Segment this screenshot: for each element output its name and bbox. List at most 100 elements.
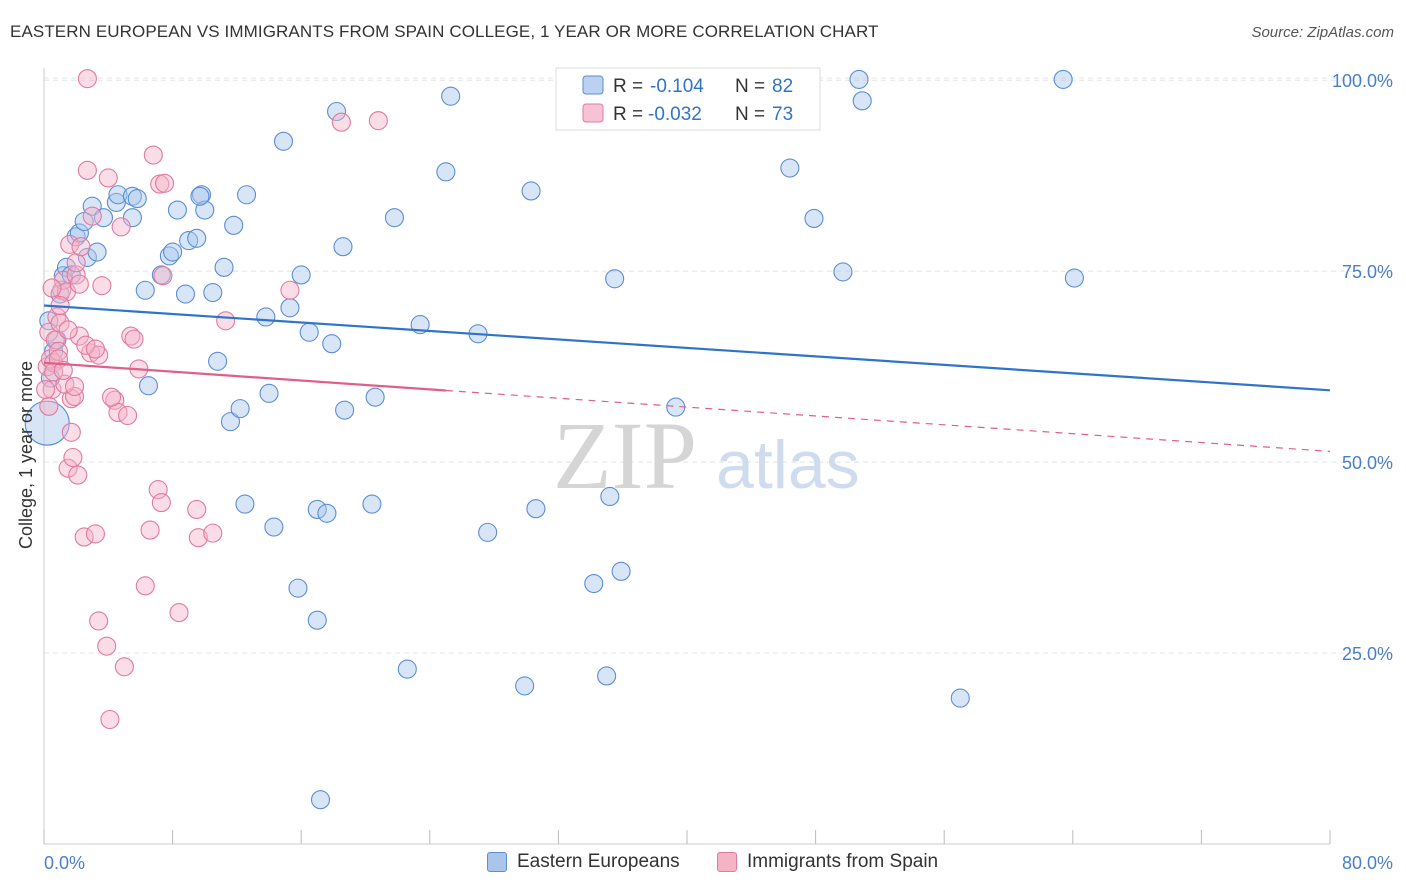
data-point-blue[interactable] bbox=[1064, 268, 1084, 288]
data-point-blue[interactable] bbox=[852, 91, 872, 111]
data-point-blue[interactable] bbox=[335, 400, 355, 420]
data-point-blue[interactable] bbox=[288, 578, 308, 598]
data-point-blue[interactable] bbox=[333, 237, 353, 257]
data-point-pink[interactable] bbox=[85, 339, 105, 359]
data-point-pink[interactable] bbox=[111, 217, 131, 237]
data-point-pink[interactable] bbox=[105, 390, 125, 410]
data-point-pink[interactable] bbox=[114, 657, 134, 677]
data-point-blue[interactable] bbox=[478, 522, 498, 542]
data-point-pink[interactable] bbox=[368, 111, 388, 131]
data-point-pink[interactable] bbox=[42, 278, 62, 298]
data-point-pink[interactable] bbox=[77, 160, 97, 180]
data-point-pink[interactable] bbox=[216, 311, 236, 331]
data-point-pink[interactable] bbox=[98, 168, 118, 188]
data-point-blue[interactable] bbox=[259, 383, 279, 403]
data-point-blue[interactable] bbox=[66, 227, 86, 247]
data-point-blue[interactable] bbox=[322, 334, 342, 354]
data-point-blue[interactable] bbox=[190, 186, 210, 206]
data-point-pink[interactable] bbox=[47, 307, 67, 327]
data-point-blue[interactable] bbox=[780, 158, 800, 178]
data-point-blue[interactable] bbox=[584, 573, 604, 594]
data-point-pink[interactable] bbox=[71, 237, 91, 257]
data-point-blue[interactable] bbox=[208, 351, 228, 371]
data-point-blue[interactable] bbox=[122, 186, 142, 206]
data-point-blue[interactable] bbox=[203, 282, 223, 303]
data-point-blue[interactable] bbox=[175, 284, 196, 304]
data-point-pink[interactable] bbox=[60, 234, 80, 254]
data-point-pink[interactable] bbox=[153, 266, 173, 286]
data-point-blue[interactable] bbox=[327, 101, 347, 122]
data-point-blue[interactable] bbox=[179, 231, 199, 251]
data-point-blue[interactable] bbox=[187, 228, 207, 248]
data-point-blue[interactable] bbox=[256, 307, 276, 327]
data-point-pink[interactable] bbox=[203, 523, 223, 543]
data-point-pink[interactable] bbox=[331, 112, 351, 132]
data-point-blue[interactable] bbox=[127, 189, 147, 209]
data-point-pink[interactable] bbox=[121, 326, 141, 346]
data-point-blue[interactable] bbox=[804, 208, 824, 228]
data-point-pink[interactable] bbox=[39, 396, 59, 416]
data-point-blue[interactable] bbox=[597, 666, 617, 686]
data-point-blue[interactable] bbox=[521, 181, 541, 201]
data-point-blue[interactable] bbox=[77, 247, 97, 267]
data-point-pink[interactable] bbox=[155, 173, 175, 193]
data-point-blue[interactable] bbox=[280, 298, 300, 318]
data-point-pink[interactable] bbox=[100, 709, 120, 730]
data-point-pink[interactable] bbox=[169, 603, 189, 623]
data-point-blue[interactable] bbox=[230, 399, 250, 419]
data-point-blue[interactable] bbox=[397, 659, 417, 679]
data-point-pink[interactable] bbox=[140, 520, 160, 540]
data-point-pink[interactable] bbox=[64, 376, 85, 397]
legend-item-immigrants-from-spain[interactable]: Immigrants from Spain bbox=[717, 851, 938, 873]
data-point-blue[interactable] bbox=[611, 561, 631, 581]
data-point-blue[interactable] bbox=[605, 269, 625, 289]
data-point-blue[interactable] bbox=[317, 503, 337, 523]
data-point-pink[interactable] bbox=[89, 611, 109, 631]
data-point-pink[interactable] bbox=[151, 493, 171, 513]
data-point-pink[interactable] bbox=[280, 280, 300, 300]
data-point-blue[interactable] bbox=[291, 265, 311, 285]
data-point-pink[interactable] bbox=[77, 69, 97, 89]
data-point-pink[interactable] bbox=[89, 345, 109, 365]
legend-item-eastern-europeans[interactable]: Eastern Europeans bbox=[487, 851, 680, 873]
data-point-blue[interactable] bbox=[515, 676, 535, 696]
data-point-pink[interactable] bbox=[53, 360, 73, 380]
data-point-pink[interactable] bbox=[69, 274, 89, 294]
data-point-blue[interactable] bbox=[1053, 69, 1073, 89]
data-point-blue[interactable] bbox=[307, 499, 327, 520]
data-point-pink[interactable] bbox=[58, 320, 78, 340]
data-point-pink[interactable] bbox=[61, 422, 81, 442]
data-point-blue[interactable] bbox=[235, 494, 255, 514]
data-point-blue[interactable] bbox=[214, 257, 234, 277]
data-point-pink[interactable] bbox=[76, 335, 96, 355]
data-point-pink[interactable] bbox=[66, 253, 86, 273]
data-point-pink[interactable] bbox=[97, 636, 117, 656]
data-point-pink[interactable] bbox=[85, 524, 105, 544]
data-point-blue[interactable] bbox=[833, 262, 853, 282]
data-point-blue[interactable] bbox=[600, 486, 620, 507]
data-point-blue[interactable] bbox=[236, 185, 257, 205]
data-point-blue[interactable] bbox=[384, 208, 404, 228]
data-point-blue[interactable] bbox=[307, 610, 327, 630]
data-point-blue[interactable] bbox=[87, 242, 107, 262]
data-point-blue[interactable] bbox=[950, 688, 970, 708]
data-point-blue[interactable] bbox=[365, 387, 385, 407]
data-point-blue[interactable] bbox=[151, 265, 171, 285]
data-point-blue[interactable] bbox=[138, 376, 159, 396]
data-point-blue[interactable] bbox=[436, 162, 456, 182]
data-point-pink[interactable] bbox=[135, 576, 155, 596]
data-point-pink[interactable] bbox=[187, 499, 207, 520]
data-point-pink[interactable] bbox=[48, 341, 69, 361]
data-point-blue[interactable] bbox=[362, 494, 382, 514]
data-point-blue[interactable] bbox=[82, 196, 102, 216]
data-point-pink[interactable] bbox=[74, 527, 94, 547]
data-point-blue[interactable] bbox=[849, 69, 869, 89]
data-point-blue[interactable] bbox=[299, 322, 319, 342]
data-point-pink[interactable] bbox=[36, 379, 56, 400]
data-point-blue[interactable] bbox=[273, 131, 294, 151]
data-point-blue[interactable] bbox=[163, 242, 183, 262]
data-point-blue[interactable] bbox=[526, 499, 546, 519]
data-point-pink[interactable] bbox=[82, 206, 102, 226]
data-point-pink[interactable] bbox=[124, 329, 144, 349]
data-point-pink[interactable] bbox=[101, 387, 122, 407]
